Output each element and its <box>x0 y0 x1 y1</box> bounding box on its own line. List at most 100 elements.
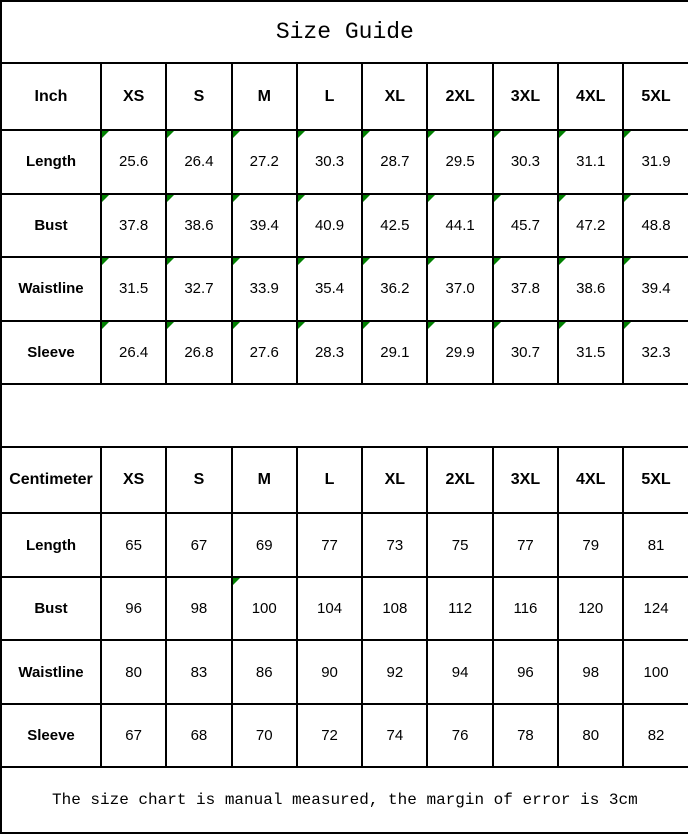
size-column-header: L <box>295 445 364 515</box>
size-value-cell: 80 <box>99 639 168 705</box>
size-value-cell: 25.6 <box>99 129 168 195</box>
size-column-header: 5XL <box>622 445 688 515</box>
size-column-header: 3XL <box>491 62 560 132</box>
size-value-cell: 83 <box>165 639 233 705</box>
measurement-label: Length <box>0 129 102 195</box>
size-column-header: 2XL <box>426 62 494 132</box>
size-value-cell: 47.2 <box>557 192 625 259</box>
size-value-cell: 30.3 <box>295 129 364 195</box>
size-value-cell: 116 <box>491 575 560 642</box>
size-column-header: 4XL <box>557 62 625 132</box>
measurement-label: Bust <box>0 575 102 642</box>
size-value-cell: 75 <box>426 512 494 578</box>
size-value-cell: 30.3 <box>491 129 560 195</box>
measurement-note: The size chart is manual measured, the m… <box>0 766 688 834</box>
size-value-cell: 67 <box>99 702 168 769</box>
size-value-cell: 27.2 <box>230 129 298 195</box>
size-value-cell: 27.6 <box>230 319 298 386</box>
size-value-cell: 42.5 <box>361 192 429 259</box>
measurement-label: Waistline <box>0 256 102 322</box>
size-value-cell: 48.8 <box>622 192 688 259</box>
size-value-cell: 100 <box>230 575 298 642</box>
size-value-cell: 26.4 <box>165 129 233 195</box>
size-value-cell: 98 <box>557 639 625 705</box>
size-value-cell: 104 <box>295 575 364 642</box>
size-value-cell: 28.7 <box>361 129 429 195</box>
unit-header-centimeter: Centimeter <box>0 445 102 515</box>
page-title: Size Guide <box>0 0 688 65</box>
size-column-header: L <box>295 62 364 132</box>
size-column-header: 5XL <box>622 62 688 132</box>
size-value-cell: 45.7 <box>491 192 560 259</box>
size-column-header: M <box>230 445 298 515</box>
size-value-cell: 112 <box>426 575 494 642</box>
size-value-cell: 37.8 <box>491 256 560 322</box>
size-value-cell: 90 <box>295 639 364 705</box>
spacer-cell <box>0 383 688 448</box>
size-value-cell: 37.0 <box>426 256 494 322</box>
size-column-header: 3XL <box>491 445 560 515</box>
title-row: Size Guide <box>0 0 688 65</box>
size-value-cell: 120 <box>557 575 625 642</box>
size-value-cell: 81 <box>622 512 688 578</box>
measurement-label: Waistline <box>0 639 102 705</box>
size-value-cell: 29.5 <box>426 129 494 195</box>
size-value-cell: 30.7 <box>491 319 560 386</box>
inch-sleeve-row: Sleeve 26.4 26.8 27.6 28.3 29.1 29.9 30.… <box>0 319 688 386</box>
inch-header-row: Inch XS S M L XL 2XL 3XL 4XL 5XL <box>0 62 688 132</box>
size-value-cell: 94 <box>426 639 494 705</box>
measurement-label: Sleeve <box>0 702 102 769</box>
size-value-cell: 28.3 <box>295 319 364 386</box>
size-value-cell: 32.3 <box>622 319 688 386</box>
measurement-label: Sleeve <box>0 319 102 386</box>
size-value-cell: 26.4 <box>99 319 168 386</box>
size-value-cell: 70 <box>230 702 298 769</box>
size-value-cell: 36.2 <box>361 256 429 322</box>
size-value-cell: 124 <box>622 575 688 642</box>
size-value-cell: 77 <box>295 512 364 578</box>
size-value-cell: 96 <box>99 575 168 642</box>
size-value-cell: 31.5 <box>99 256 168 322</box>
size-value-cell: 39.4 <box>622 256 688 322</box>
size-value-cell: 80 <box>557 702 625 769</box>
size-column-header: XS <box>99 445 168 515</box>
size-value-cell: 44.1 <box>426 192 494 259</box>
size-column-header: 4XL <box>557 445 625 515</box>
size-value-cell: 38.6 <box>557 256 625 322</box>
size-value-cell: 31.5 <box>557 319 625 386</box>
spacer-row <box>0 383 688 448</box>
cm-waistline-row: Waistline 80 83 86 90 92 94 96 98 100 <box>0 639 688 705</box>
size-value-cell: 77 <box>491 512 560 578</box>
size-value-cell: 29.9 <box>426 319 494 386</box>
size-value-cell: 108 <box>361 575 429 642</box>
size-value-cell: 37.8 <box>99 192 168 259</box>
inch-bust-row: Bust 37.8 38.6 39.4 40.9 42.5 44.1 45.7 … <box>0 192 688 259</box>
size-column-header: XL <box>361 445 429 515</box>
size-value-cell: 31.9 <box>622 129 688 195</box>
size-value-cell: 98 <box>165 575 233 642</box>
size-value-cell: 72 <box>295 702 364 769</box>
inch-length-row: Length 25.6 26.4 27.2 30.3 28.7 29.5 30.… <box>0 129 688 195</box>
cm-sleeve-row: Sleeve 67 68 70 72 74 76 78 80 82 <box>0 702 688 769</box>
measurement-label: Bust <box>0 192 102 259</box>
cm-bust-row: Bust 96 98 100 104 108 112 116 120 124 <box>0 575 688 642</box>
size-value-cell: 33.9 <box>230 256 298 322</box>
size-value-cell: 69 <box>230 512 298 578</box>
size-value-cell: 74 <box>361 702 429 769</box>
size-value-cell: 38.6 <box>165 192 233 259</box>
cm-header-row: Centimeter XS S M L XL 2XL 3XL 4XL 5XL <box>0 445 688 515</box>
size-value-cell: 79 <box>557 512 625 578</box>
size-column-header: XS <box>99 62 168 132</box>
size-value-cell: 39.4 <box>230 192 298 259</box>
size-value-cell: 35.4 <box>295 256 364 322</box>
size-value-cell: 40.9 <box>295 192 364 259</box>
size-value-cell: 78 <box>491 702 560 769</box>
size-value-cell: 86 <box>230 639 298 705</box>
measurement-label: Length <box>0 512 102 578</box>
size-column-header: 2XL <box>426 445 494 515</box>
size-value-cell: 26.8 <box>165 319 233 386</box>
size-value-cell: 100 <box>622 639 688 705</box>
size-column-header: XL <box>361 62 429 132</box>
